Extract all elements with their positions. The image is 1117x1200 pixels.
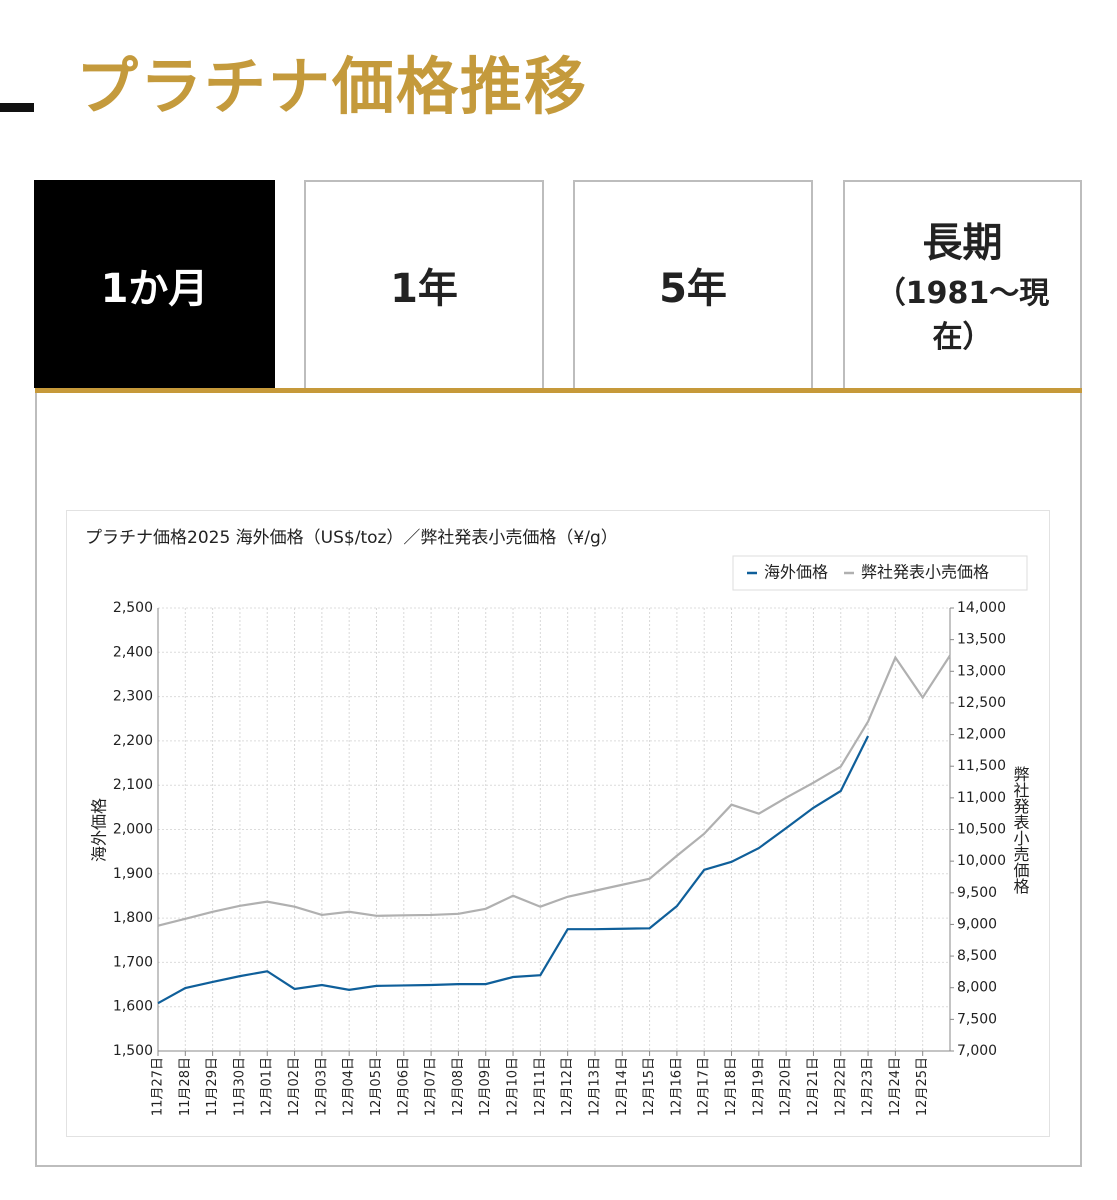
y2-tick-label: 14,000 [957,600,1006,616]
tab-label: 長期 [922,220,1003,266]
y-tick-label: 2,000 [113,822,153,838]
tab-label: 1年 [390,266,458,312]
tab[interactable]: 1年 [304,180,544,388]
x-tick-label: 12月07日 [424,1057,439,1116]
y2-tick-label: 13,500 [957,632,1006,648]
legend-label: 海外価格 [764,563,828,582]
y-tick-label: 1,500 [113,1043,153,1059]
y2-tick-label: 10,500 [957,822,1006,838]
chart-panel [35,393,1082,1167]
tab-sublabel: （1981〜現在） [875,276,1050,355]
y-tick-label: 1,800 [113,910,153,926]
y2-tick-label: 8,000 [957,980,997,996]
x-tick-label: 12月05日 [369,1057,384,1116]
tab-label: 5年 [659,266,727,312]
y2-tick-label: 10,000 [957,853,1006,869]
y2-tick-label: 11,000 [957,790,1006,806]
y2-tick-label: 13,000 [957,663,1006,679]
chart-card [66,510,1050,1137]
x-tick-label: 12月02日 [287,1057,302,1116]
y2-tick-label: 11,500 [957,758,1006,774]
x-tick-label: 12月06日 [396,1057,411,1116]
legend-box [732,555,1028,591]
y2-tick-label: 12,500 [957,695,1006,711]
x-tick-label: 12月18日 [724,1057,739,1116]
x-tick-label: 12月08日 [451,1057,466,1116]
x-tick-label: 12月10日 [506,1057,521,1116]
page-title: プラチナ価格推移 [76,50,589,123]
y-tick-label: 1,900 [113,866,153,882]
y-axis-label: 海外価格 [90,798,109,862]
series-line [157,654,951,927]
tab[interactable]: 5年 [573,180,813,388]
legend-label: 弊社発表小売価格 [861,563,989,582]
series-line [157,735,870,1005]
x-tick-label: 12月20日 [779,1057,794,1116]
y2-tick-label: 9,000 [957,916,997,932]
y-tick-label: 1,700 [113,954,153,970]
y2-tick-label: 7,500 [957,1011,997,1027]
x-tick-label: 12月23日 [861,1057,876,1116]
x-tick-label: 12月13日 [587,1057,602,1116]
x-tick-label: 12月19日 [751,1057,766,1116]
y2-tick-label: 9,500 [957,885,997,901]
x-tick-label: 12月14日 [615,1057,630,1116]
y-tick-label: 2,100 [113,777,153,793]
y-tick-label: 1,600 [113,999,153,1015]
chart: プラチナ価格2025 海外価格（US$/toz）／弊社発表小売価格（¥/g） 海… [85,528,1030,1116]
y2-tick-label: 12,000 [957,727,1006,743]
x-tick-label: 12月01日 [260,1057,275,1116]
x-tick-label: 12月24日 [888,1057,903,1116]
x-tick-label: 12月03日 [314,1057,329,1116]
x-tick-label: 12月25日 [915,1057,930,1116]
chart-title: プラチナ価格2025 海外価格（US$/toz）／弊社発表小売価格（¥/g） [85,528,618,548]
x-tick-label: 12月04日 [342,1057,357,1116]
x-tick-label: 12月11日 [533,1057,548,1116]
y2-tick-label: 8,500 [957,948,997,964]
x-tick-label: 12月16日 [669,1057,684,1116]
tab[interactable]: 1か月 [34,180,275,388]
y2-tick-label: 7,000 [957,1043,997,1059]
y-tick-label: 2,200 [113,733,153,749]
y2-axis-label: 弊社発表小売価格 [1011,766,1030,894]
x-tick-label: 12月17日 [697,1057,712,1116]
tab-underline [35,388,1082,393]
tab-label: 1か月 [100,266,209,312]
title-bar [0,103,34,112]
x-tick-label: 11月28日 [178,1057,193,1116]
x-tick-label: 11月29日 [205,1057,220,1116]
x-tick-label: 12月09日 [478,1057,493,1116]
x-tick-label: 12月22日 [833,1057,848,1116]
x-tick-label: 12月21日 [806,1057,821,1116]
tab[interactable]: 長期 （1981〜現在） [843,180,1082,388]
x-tick-label: 11月27日 [151,1057,166,1116]
x-tick-label: 11月30日 [232,1057,247,1116]
y-tick-label: 2,400 [113,644,153,660]
x-tick-label: 12月15日 [642,1057,657,1116]
x-tick-label: 12月12日 [560,1057,575,1116]
y-tick-label: 2,500 [113,600,153,616]
y-tick-label: 2,300 [113,689,153,705]
